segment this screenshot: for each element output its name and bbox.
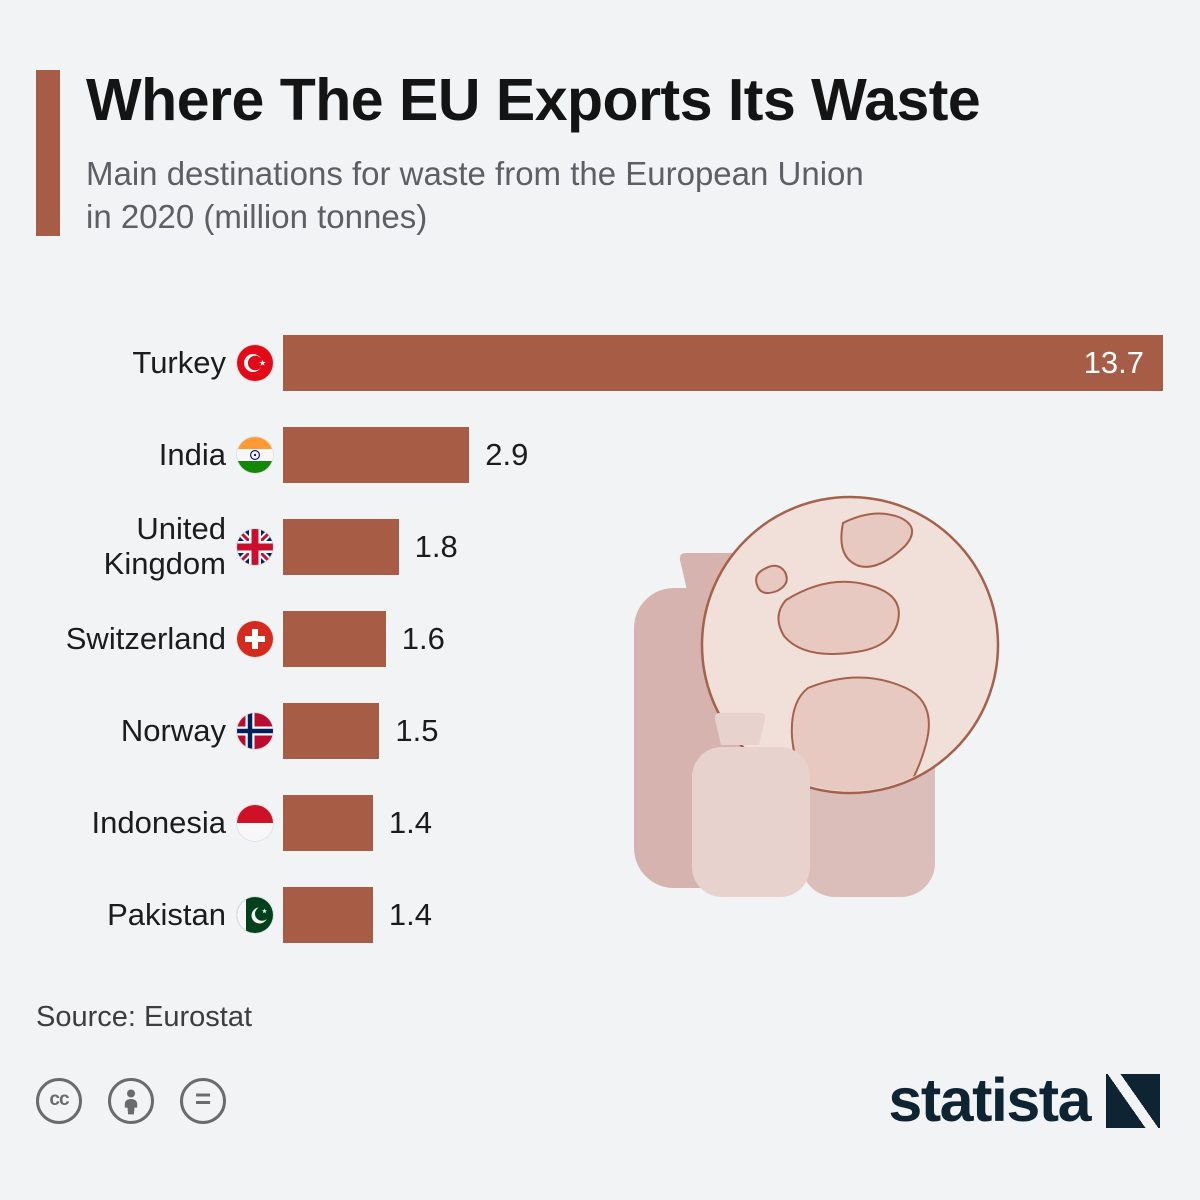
bar-rows: Turkey 13.7 India 2.9 United Kingdom 1.8 <box>36 335 1163 944</box>
bar-area: 1.8 <box>283 519 1163 576</box>
label-cell: United Kingdom <box>36 511 273 582</box>
bar-area: 2.9 <box>283 427 1163 484</box>
bar <box>283 519 399 576</box>
bar-chart: Turkey 13.7 India 2.9 United Kingdom 1.8 <box>36 335 1163 944</box>
statista-logo[interactable]: statista <box>888 1070 1160 1131</box>
value-label: 1.8 <box>414 529 458 565</box>
bar-row: Pakistan 1.4 <box>36 887 1163 944</box>
flag-icon-norway <box>237 713 273 750</box>
value-label: 1.4 <box>388 805 433 841</box>
value-label: 1.5 <box>395 713 439 749</box>
bar <box>283 887 373 944</box>
bar <box>283 703 380 760</box>
flag-icon-india <box>237 437 273 474</box>
statista-flag-icon <box>1106 1073 1160 1128</box>
bar-area: 1.4 <box>283 795 1163 852</box>
creative-commons-icon[interactable]: cc <box>36 1077 82 1124</box>
country-label: Pakistan <box>107 896 226 932</box>
bar: 13.7 <box>283 335 1163 392</box>
country-label: Norway <box>120 712 226 748</box>
attribution-person-icon[interactable] <box>108 1077 154 1124</box>
flag-icon-pakistan <box>237 897 273 934</box>
label-cell: Pakistan <box>36 896 273 934</box>
bar <box>283 795 373 852</box>
bar-area: 1.6 <box>283 611 1163 668</box>
flag-icon-turkey <box>237 345 273 382</box>
bar-row: Turkey 13.7 <box>36 335 1163 392</box>
country-label: Turkey <box>132 344 226 380</box>
value-label: 13.7 <box>1083 345 1144 381</box>
bar-row: United Kingdom 1.8 <box>36 511 1163 581</box>
bar-area: 1.5 <box>283 703 1163 760</box>
country-label: United Kingdom <box>103 511 226 582</box>
footer: Source: Eurostat cc = statista <box>0 1001 1200 1131</box>
label-cell: Switzerland <box>36 620 273 658</box>
header-text: Where The EU Exports Its Waste Main dest… <box>86 67 981 239</box>
source-note: Source: Eurostat <box>36 1001 252 1034</box>
bar-row: India 2.9 <box>36 427 1163 484</box>
flag-icon-switzerland <box>237 621 273 658</box>
title-accent-bar <box>36 70 60 236</box>
chart-subtitle: Main destinations for waste from the Eur… <box>86 154 864 236</box>
bar-row: Indonesia 1.4 <box>36 795 1163 852</box>
cc-license[interactable]: cc = <box>36 1077 226 1124</box>
bar <box>283 427 470 484</box>
label-cell: Norway <box>36 712 273 750</box>
country-label: Indonesia <box>91 804 226 840</box>
label-cell: India <box>36 436 273 474</box>
page-title: Where The EU Exports Its Waste <box>86 67 981 133</box>
country-label: India <box>158 436 226 472</box>
bar-area: 1.4 <box>283 887 1163 944</box>
bar-area: 13.7 <box>283 335 1163 392</box>
statista-wordmark: statista <box>888 1066 1091 1135</box>
value-label: 1.4 <box>388 897 433 933</box>
label-cell: Turkey <box>36 344 273 382</box>
bar-row: Switzerland 1.6 <box>36 611 1163 668</box>
value-label: 2.9 <box>485 437 529 473</box>
header: Where The EU Exports Its Waste Main dest… <box>0 0 1200 239</box>
label-cell: Indonesia <box>36 804 273 842</box>
flag-icon-indonesia <box>237 805 273 842</box>
bar-row: Norway 1.5 <box>36 703 1163 760</box>
bar <box>283 611 386 668</box>
country-label: Switzerland <box>65 620 226 656</box>
flag-icon-uk <box>237 529 273 566</box>
no-derivatives-icon[interactable]: = <box>180 1077 226 1124</box>
value-label: 1.6 <box>401 621 445 657</box>
